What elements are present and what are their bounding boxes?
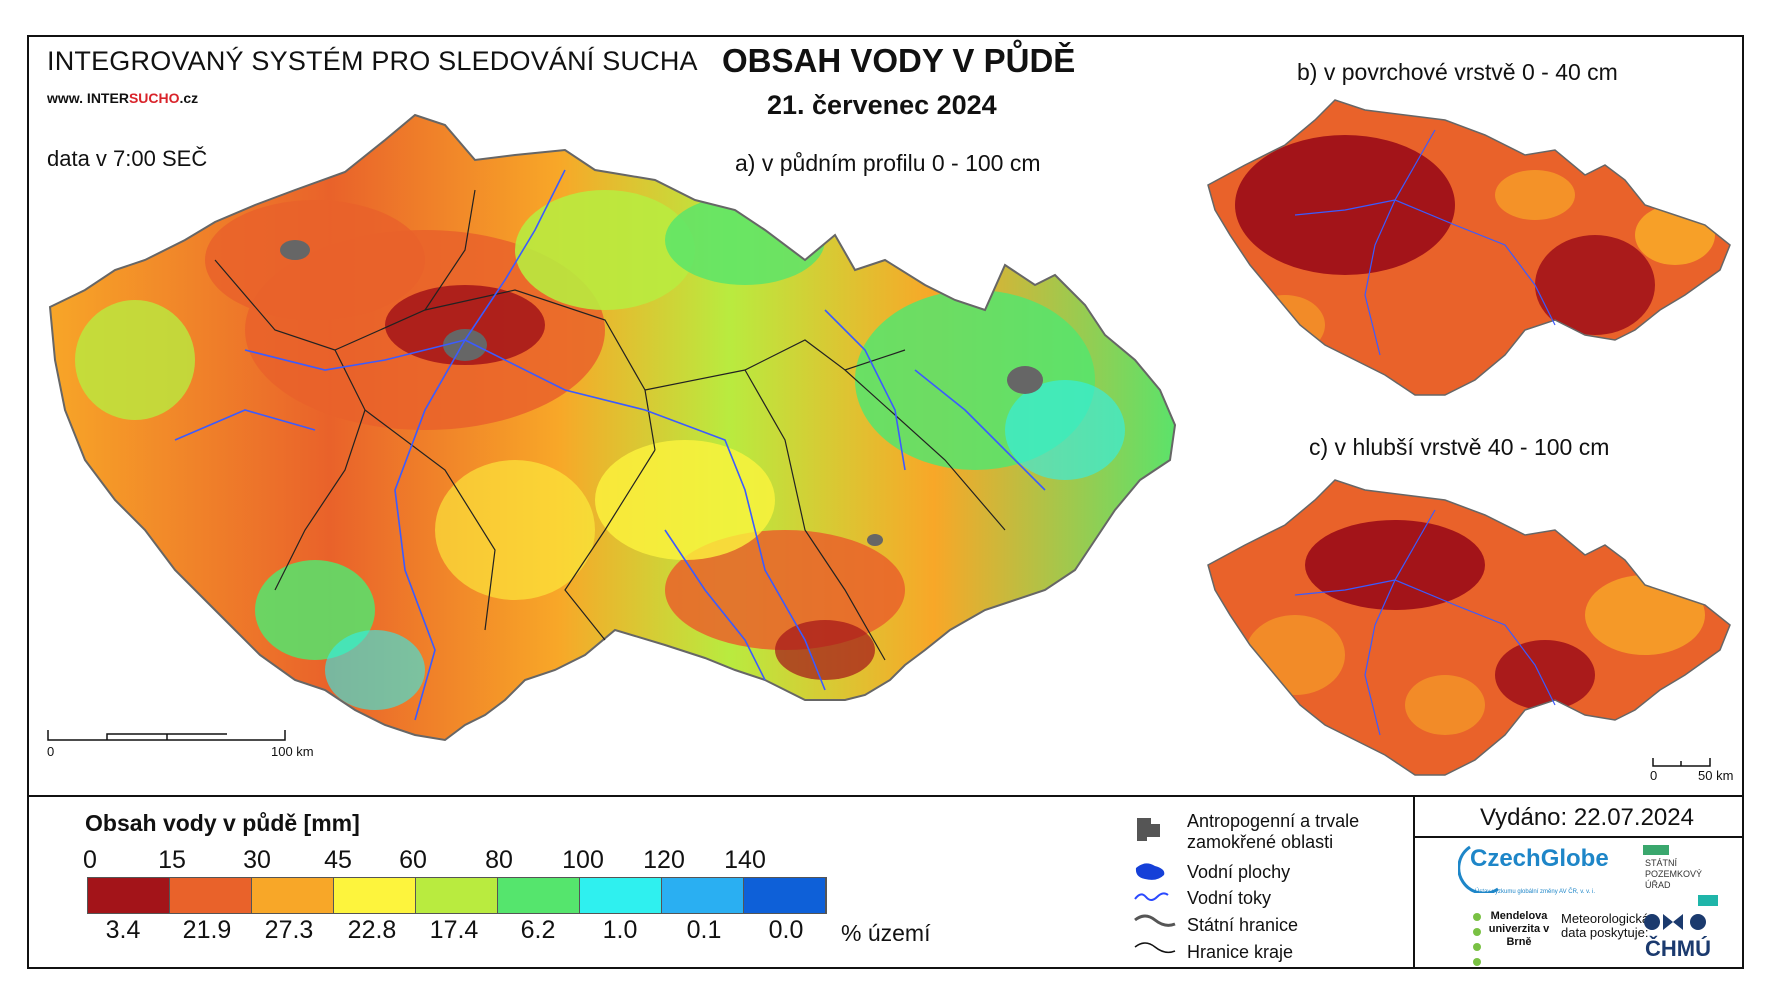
mendel-logo: Mendelova univerzita v Brně (1488, 910, 1550, 948)
chmu-logo-icon (1644, 914, 1706, 930)
legend-tick: 140 (724, 846, 766, 874)
page-title: OBSAH VODY V PŮDĚ (722, 42, 1076, 79)
spu-logo-icon (1643, 845, 1669, 855)
scale-main-end: 100 km (271, 744, 314, 759)
website-link[interactable]: www. INTERSUCHO.cz (47, 90, 198, 106)
map-b-label: b) v povrchové vrstvě 0 - 40 cm (1297, 59, 1618, 85)
color-swatch (580, 878, 662, 913)
percent-value: 3.4 (105, 916, 141, 944)
anthropogenic-area-icon (1137, 818, 1160, 841)
spu-logo-accent (1698, 895, 1718, 906)
footer-divider-horizontal (1413, 836, 1744, 838)
legend-anthropogenic: Antropogenní a trvale zamokřené oblasti (1187, 811, 1360, 852)
system-name: INTEGROVANÝ SYSTÉM PRO SLEDOVÁNÍ SUCHA (47, 46, 698, 76)
percent-value: 22.8 (347, 916, 397, 944)
percent-value: 21.9 (182, 916, 232, 944)
water-body-icon (1135, 863, 1165, 880)
map-a-label: a) v půdním profilu 0 - 100 cm (735, 150, 1041, 176)
color-swatch (662, 878, 744, 913)
issued-date: Vydáno: 22.07.2024 (1480, 804, 1694, 831)
legend-tick: 120 (643, 846, 685, 874)
legend-tick: 30 (243, 846, 271, 874)
color-swatch (416, 878, 498, 913)
spu-logo: STÁTNÍ POZEMKOVÝ ÚŘAD (1645, 858, 1703, 890)
percent-value: 0.0 (768, 916, 804, 944)
percent-value: 17.4 (429, 916, 479, 944)
percent-value: 6.2 (520, 916, 556, 944)
legend-title: Obsah vody v půdě [mm] (85, 810, 360, 836)
color-swatch (170, 878, 252, 913)
color-swatch (744, 878, 826, 913)
color-bar (87, 877, 827, 914)
map-b (1207, 99, 1731, 396)
legend-tick: 80 (485, 846, 513, 874)
scale-main-start: 0 (47, 744, 55, 759)
water-course-icon (1134, 892, 1169, 901)
percent-value: 0.1 (686, 916, 722, 944)
percent-unit: % území (841, 920, 931, 946)
map-date: 21. červenec 2024 (767, 90, 997, 120)
mendel-logo-icon (1473, 913, 1481, 966)
legend-water-bodies: Vodní plochy (1187, 862, 1291, 882)
footer-divider-vertical (1413, 797, 1415, 969)
percent-value: 1.0 (602, 916, 638, 944)
legend-state-border: Státní hranice (1187, 915, 1299, 935)
chmu-logo: ČHMÚ (1645, 936, 1711, 961)
state-border-icon (1134, 914, 1176, 927)
color-swatch (334, 878, 416, 913)
scale-small-start: 0 (1650, 768, 1658, 783)
legend-divider (27, 795, 1744, 797)
color-swatch (498, 878, 580, 913)
legend-region-border: Hranice kraje (1187, 942, 1294, 962)
scale-bar-main (47, 730, 286, 741)
scale-small-end: 50 km (1698, 768, 1734, 783)
czechglobe-logo: CzechGlobe (1470, 845, 1609, 872)
region-border-icon (1134, 942, 1176, 954)
color-swatch (252, 878, 334, 913)
map-c-label: c) v hlubší vrstvě 40 - 100 cm (1309, 434, 1610, 460)
legend-tick: 0 (83, 846, 97, 874)
scale-bar-small (1652, 758, 1711, 767)
legend-tick: 45 (324, 846, 352, 874)
website-suffix: .cz (179, 90, 199, 106)
map-a (48, 113, 1177, 742)
website-highlight: SUCHO (128, 90, 180, 106)
website-prefix: www. INTER (47, 90, 129, 106)
legend-tick: 100 (562, 846, 604, 874)
map-c (1207, 479, 1731, 776)
percent-value: 27.3 (264, 916, 314, 944)
meteo-data-label: Meteorologická data poskytuje: (1561, 911, 1650, 940)
data-time: data v 7:00 SEČ (47, 146, 208, 171)
legend-tick: 60 (399, 846, 427, 874)
czechglobe-logo-icon (1458, 845, 1499, 893)
legend-water-courses: Vodní toky (1187, 888, 1272, 908)
czechglobe-subtitle: Ústav výzkumu globální změny AV ČR, v. v… (1475, 889, 1596, 895)
color-swatch (88, 878, 170, 913)
legend-tick: 15 (158, 846, 186, 874)
